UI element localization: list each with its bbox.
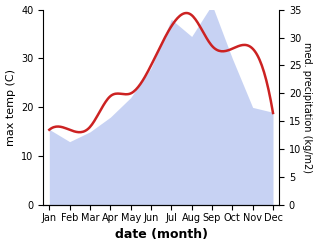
Y-axis label: max temp (C): max temp (C) xyxy=(5,69,16,146)
X-axis label: date (month): date (month) xyxy=(115,228,208,242)
Y-axis label: med. precipitation (kg/m2): med. precipitation (kg/m2) xyxy=(302,42,313,173)
